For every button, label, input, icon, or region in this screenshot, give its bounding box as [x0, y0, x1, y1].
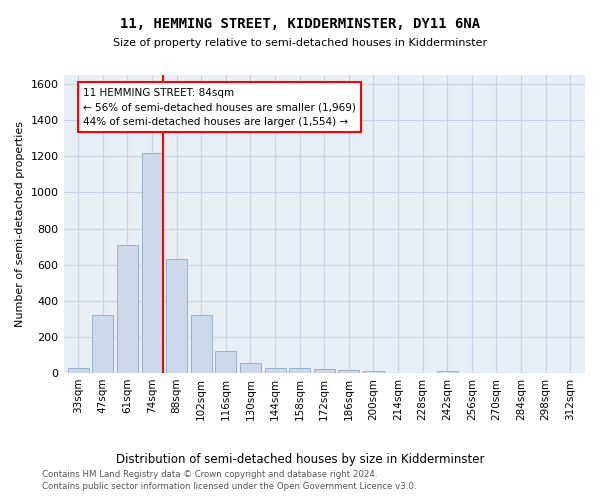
Bar: [289, 368, 310, 373]
Bar: [142, 152, 163, 373]
Bar: [92, 315, 113, 373]
Text: Size of property relative to semi-detached houses in Kidderminster: Size of property relative to semi-detach…: [113, 38, 487, 48]
Bar: [117, 245, 138, 373]
Bar: [437, 371, 458, 373]
Y-axis label: Number of semi-detached properties: Number of semi-detached properties: [15, 121, 25, 327]
Bar: [68, 368, 89, 373]
Text: Distribution of semi-detached houses by size in Kidderminster: Distribution of semi-detached houses by …: [116, 452, 484, 466]
Text: 11 HEMMING STREET: 84sqm
← 56% of semi-detached houses are smaller (1,969)
44% o: 11 HEMMING STREET: 84sqm ← 56% of semi-d…: [83, 88, 356, 127]
Bar: [314, 370, 335, 373]
Bar: [215, 352, 236, 373]
Bar: [191, 315, 212, 373]
Bar: [363, 371, 384, 373]
Bar: [338, 370, 359, 373]
Bar: [240, 363, 261, 373]
Text: Contains HM Land Registry data © Crown copyright and database right 2024.: Contains HM Land Registry data © Crown c…: [42, 470, 377, 479]
Text: Contains public sector information licensed under the Open Government Licence v3: Contains public sector information licen…: [42, 482, 416, 491]
Text: 11, HEMMING STREET, KIDDERMINSTER, DY11 6NA: 11, HEMMING STREET, KIDDERMINSTER, DY11 …: [120, 18, 480, 32]
Bar: [265, 368, 286, 373]
Bar: [166, 259, 187, 373]
